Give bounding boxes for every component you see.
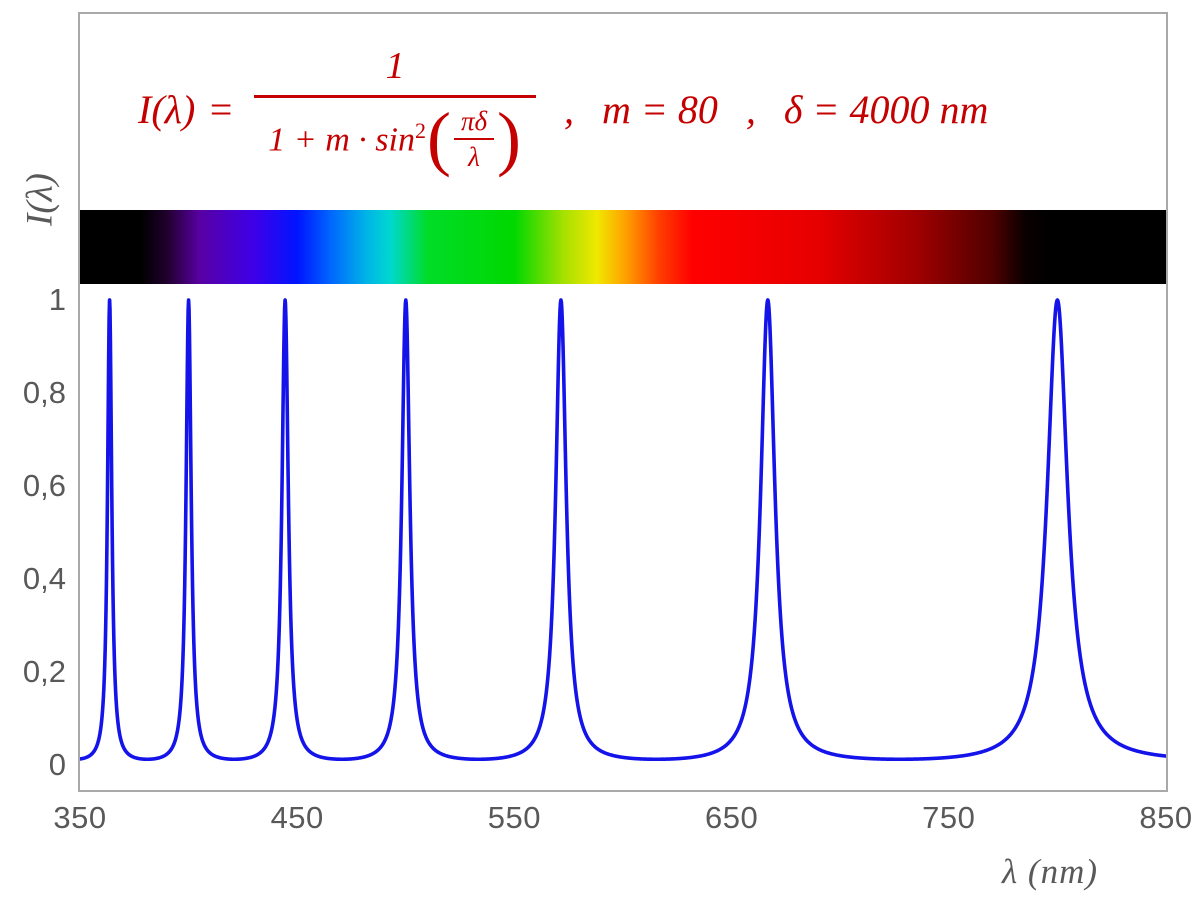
x-tick-label: 650 bbox=[704, 800, 759, 835]
y-tick-label: 0 bbox=[48, 747, 66, 782]
x-tick-label: 550 bbox=[487, 800, 542, 835]
intensity-curve bbox=[80, 298, 1166, 762]
formula-equals: = bbox=[207, 86, 235, 132]
y-tick-label: 0,4 bbox=[22, 561, 66, 596]
visible-spectrum-strip bbox=[80, 210, 1166, 284]
formula: I(λ) = 1 1 + m · sin2 ( πδ λ ) , m = 80 … bbox=[138, 24, 988, 194]
inner-numerator: πδ bbox=[453, 106, 495, 140]
x-tick-label: 750 bbox=[922, 800, 976, 835]
denominator-prefix: 1 + m · sin bbox=[268, 121, 415, 159]
x-axis-label: λ (nm) bbox=[1002, 852, 1098, 891]
fraction-numerator: 1 bbox=[385, 44, 405, 87]
x-tick-label: 850 bbox=[1139, 800, 1193, 835]
formula-comma: , bbox=[745, 86, 756, 132]
formula-lhs: I(λ) bbox=[138, 86, 196, 132]
close-paren: ) bbox=[497, 98, 522, 179]
fraction-denominator: 1 + m · sin2 ( πδ λ ) bbox=[254, 94, 537, 179]
y-tick-label: 1 bbox=[48, 282, 66, 317]
denominator-exponent: 2 bbox=[414, 118, 426, 144]
y-tick-label: 0,2 bbox=[22, 654, 66, 689]
y-axis-label: I(λ) bbox=[19, 173, 61, 226]
formula-fraction: 1 1 + m · sin2 ( πδ λ ) bbox=[254, 44, 537, 179]
x-tick-label: 450 bbox=[270, 800, 324, 835]
denominator-text: 1 + m · sin2 bbox=[268, 120, 426, 157]
inner-denominator: λ bbox=[468, 142, 480, 172]
y-tick-label: 0,6 bbox=[22, 468, 66, 503]
intensity-curve-path bbox=[80, 298, 1166, 762]
open-paren: ( bbox=[426, 98, 451, 179]
x-tick-label: 350 bbox=[53, 800, 107, 835]
formula-comma: , bbox=[564, 86, 575, 132]
y-tick-label: 0,8 bbox=[22, 375, 66, 410]
param-delta: δ = 4000 nm bbox=[783, 86, 989, 132]
inner-fraction: πδ λ bbox=[453, 106, 495, 172]
param-m: m = 80 bbox=[602, 86, 718, 132]
plot-area: I(λ) = 1 1 + m · sin2 ( πδ λ ) , m = 80 … bbox=[78, 12, 1168, 792]
